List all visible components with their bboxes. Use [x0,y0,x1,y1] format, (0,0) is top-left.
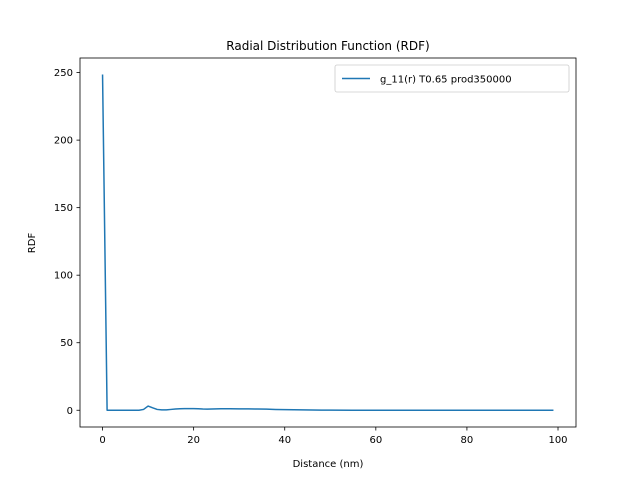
y-tick-label: 250 [54,68,73,79]
x-tick-label: 0 [99,435,105,446]
series-line-0 [101,74,554,411]
y-tick-label: 0 [67,406,73,417]
y-tick-label: 50 [60,338,73,349]
x-tick-label: 40 [278,435,291,446]
x-tick-label: 80 [461,435,474,446]
y-axis: 0 50 100 150 200 250 [54,68,80,417]
y-tick-label: 150 [54,203,73,214]
axes-frame [79,57,577,428]
x-tick-label: 60 [369,435,382,446]
y-axis-label: RDF [27,233,38,254]
y-tick-label: 100 [54,271,73,282]
chart-title: Radial Distribution Function (RDF) [226,39,429,53]
plot-area [101,74,554,411]
x-axis-label: Distance (nm) [293,459,364,470]
x-tick-label: 100 [548,435,567,446]
y-tick-label: 200 [54,136,73,147]
legend: g_11(r) T0.65 prod350000 [334,64,570,93]
x-tick-label: 20 [187,435,200,446]
legend-label: g_11(r) T0.65 prod350000 [380,75,512,86]
x-axis: 0 20 40 60 80 100 [99,427,568,446]
legend-box [334,64,570,93]
